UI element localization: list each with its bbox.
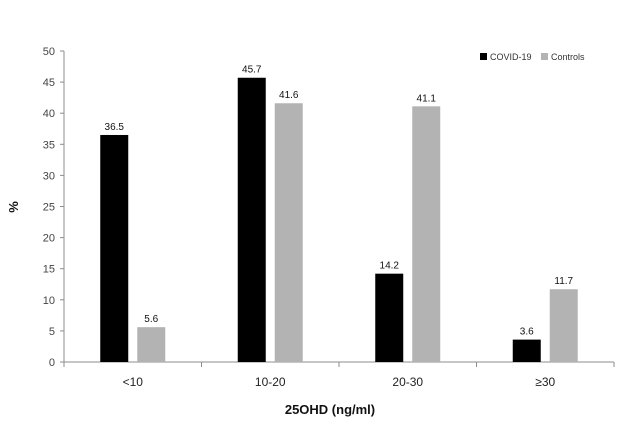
x-axis-title: 25OHD (ng/ml) [285, 402, 375, 417]
data-label: 41.6 [279, 90, 299, 101]
legend-swatch [541, 53, 548, 60]
y-axis-title: % [6, 201, 21, 213]
y-axis: 0 5 10 15 20 25 30 35 40 45 50 [43, 46, 65, 369]
legend: COVID-19 Controls [480, 52, 585, 62]
legend-swatch [480, 53, 487, 60]
bar-controls [274, 103, 303, 363]
y-tick-label: 5 [49, 326, 55, 338]
bar-covid-19 [237, 77, 266, 362]
legend-label: Controls [551, 52, 585, 62]
bar-covid-19 [375, 273, 404, 362]
y-tick-label: 10 [43, 295, 55, 307]
data-labels: 36.5 45.7 14.2 3.6 5.6 41.6 41.1 11.7 [105, 65, 574, 338]
y-tick-label: 20 [43, 233, 55, 245]
y-tick-label: 35 [43, 139, 55, 151]
y-tick-label: 25 [43, 202, 55, 214]
y-tick-label: 0 [49, 357, 55, 369]
bar-controls [412, 106, 441, 362]
x-tick-label: 10-20 [255, 375, 286, 389]
data-label: 36.5 [105, 122, 125, 133]
bar-controls [549, 289, 578, 362]
legend-label: COVID-19 [490, 52, 532, 62]
bar-controls [137, 327, 166, 362]
bar-covid-19 [512, 339, 541, 362]
x-tick-label: <10 [123, 375, 144, 389]
y-tick-label: 45 [43, 77, 55, 89]
x-tick-label: ≥30 [535, 375, 555, 389]
bar-covid-19 [100, 134, 129, 362]
data-label: 11.7 [554, 276, 573, 287]
data-label: 45.7 [242, 65, 262, 76]
y-tick-label: 40 [43, 108, 55, 120]
data-label: 14.2 [380, 261, 400, 272]
data-label: 5.6 [144, 314, 158, 325]
data-label: 41.1 [417, 93, 437, 104]
y-tick-label: 15 [43, 264, 55, 276]
x-axis: <10 10-20 20-30 ≥30 [63, 361, 615, 389]
y-tick-label: 30 [43, 170, 55, 182]
data-label: 3.6 [520, 327, 534, 338]
y-tick-label: 50 [43, 46, 55, 58]
bar-series [100, 77, 578, 363]
x-tick-label: 20-30 [392, 375, 423, 389]
